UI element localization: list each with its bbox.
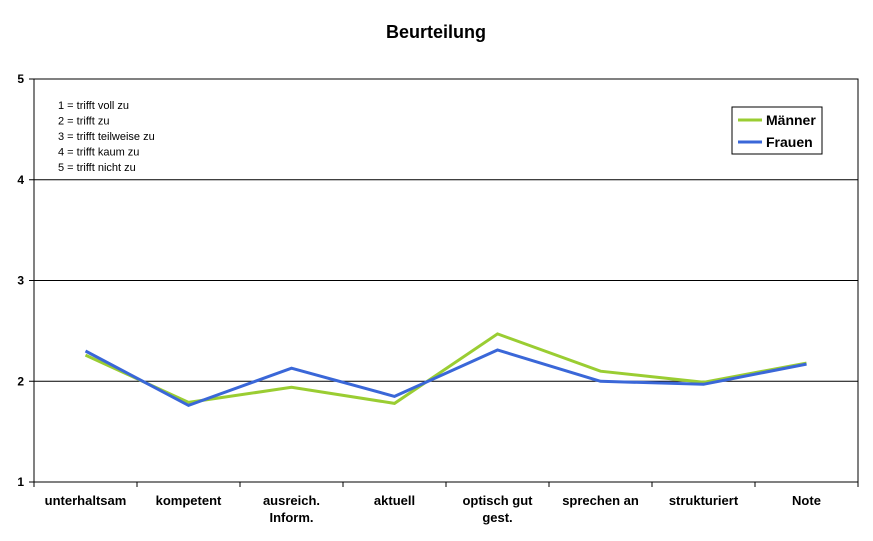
x-tick-label: unterhaltsam	[45, 493, 127, 508]
annotation-line: 5 = trifft nicht zu	[58, 162, 136, 174]
x-tick-label: Note	[792, 493, 821, 508]
x-tick-label: optisch gut gest.	[462, 493, 533, 525]
annotation-line: 1 = trifft voll zu	[58, 100, 129, 112]
series-lines	[84, 332, 807, 408]
annotation-line: 3 = trifft teilweise zu	[58, 131, 155, 143]
x-tick-label: strukturiert	[669, 493, 739, 508]
x-tick-label: aktuell	[374, 493, 415, 508]
x-tick-label: ausreich. Inform.	[263, 493, 320, 525]
y-tick-label: 5	[17, 72, 24, 86]
legend: Männer Frauen	[731, 106, 823, 155]
annotation-line: 4 = trifft kaum zu	[58, 147, 139, 159]
axes	[29, 78, 859, 487]
y-tick-label: 1	[17, 475, 24, 489]
legend-box	[731, 106, 823, 155]
x-tick-labels: unterhaltsam kompetent ausreich. Inform. akt…	[45, 493, 821, 525]
legend-label: Männer	[766, 112, 816, 128]
series-line-frauen	[84, 348, 807, 408]
y-tick-label: 3	[17, 274, 24, 288]
series-line-männer	[84, 332, 807, 405]
x-tick-label: kompetent	[156, 493, 222, 508]
annotation-line: 2 = trifft zu	[58, 116, 109, 128]
chart-title: Beurteilung	[386, 22, 486, 42]
x-tick-label: sprechen an	[562, 493, 639, 508]
scale-annotation: 1 = trifft voll zu 2 = trifft zu 3 = triff…	[58, 100, 155, 174]
y-tick-labels: 1 2 3 4 5	[17, 72, 24, 489]
y-tick-label: 2	[17, 374, 24, 388]
legend-label: Frauen	[766, 134, 813, 150]
y-tick-label: 4	[17, 173, 24, 187]
